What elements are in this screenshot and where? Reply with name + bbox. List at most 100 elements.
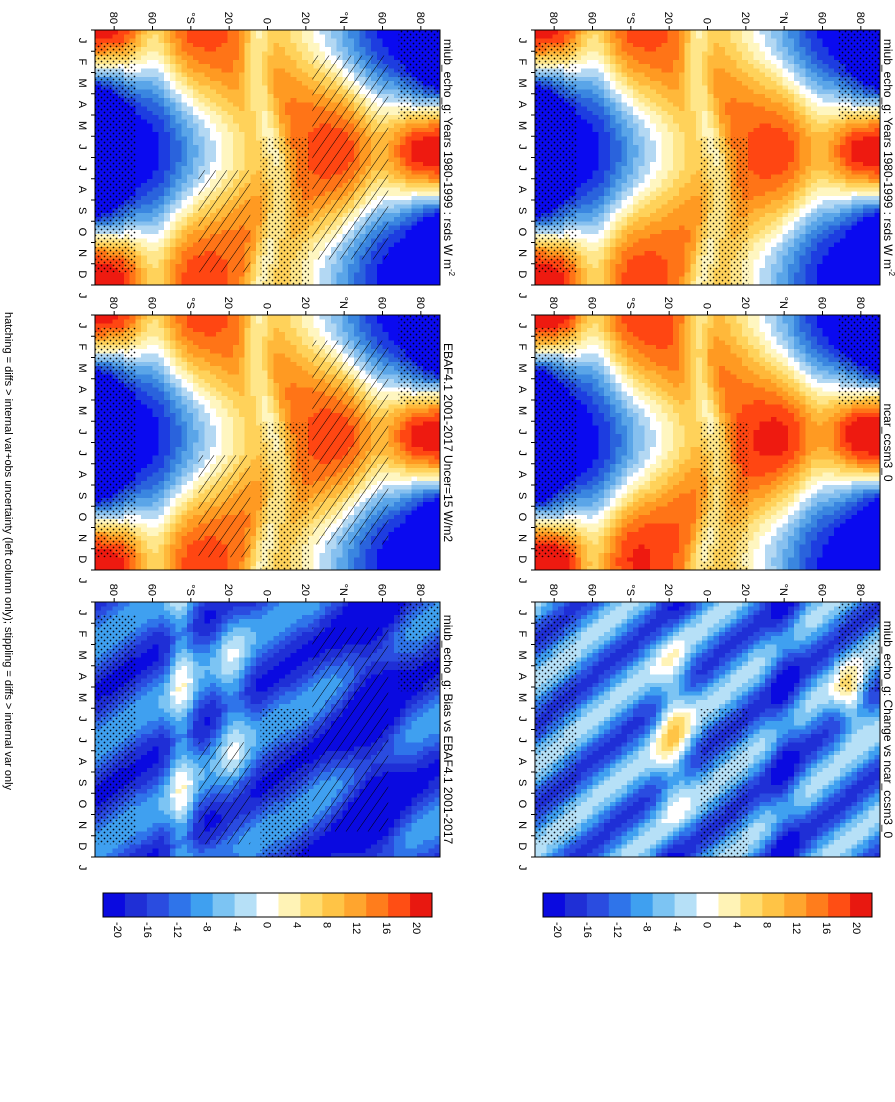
heatmap-cell xyxy=(215,111,221,116)
heatmap-cell xyxy=(422,136,428,141)
heatmap-cell xyxy=(261,34,267,39)
heatmap-cell xyxy=(215,102,221,107)
heatmap-cell xyxy=(417,149,423,154)
heatmap-cell xyxy=(181,102,187,107)
heatmap-cell xyxy=(325,47,331,52)
heatmap-cell xyxy=(118,39,124,44)
heatmap-cell xyxy=(244,119,250,124)
heatmap-cell xyxy=(307,30,313,35)
heatmap-cell xyxy=(175,162,181,167)
heatmap-cell xyxy=(169,111,175,116)
heatmap-cell xyxy=(376,30,382,35)
heatmap-cell xyxy=(244,98,250,103)
heatmap-cell xyxy=(261,90,267,95)
heatmap-cell xyxy=(146,141,152,146)
heatmap-cell xyxy=(411,149,417,154)
heatmap-cell xyxy=(244,60,250,65)
heatmap-cell xyxy=(394,166,400,171)
heatmap-cell xyxy=(371,30,377,35)
heatmap-cell xyxy=(146,77,152,82)
heatmap-cell xyxy=(215,119,221,124)
heatmap-cell xyxy=(146,81,152,86)
heatmap-cell xyxy=(290,90,296,95)
heatmap-cell xyxy=(353,47,359,52)
heatmap-cell xyxy=(405,153,411,158)
heatmap-cell xyxy=(181,39,187,44)
heatmap-cell xyxy=(198,51,204,56)
heatmap-cell xyxy=(233,64,239,69)
heatmap-cell xyxy=(256,115,262,120)
heatmap-cell xyxy=(434,119,440,124)
heatmap-cell xyxy=(169,179,175,184)
heatmap-cell xyxy=(250,107,256,112)
heatmap-cell xyxy=(141,85,147,90)
heatmap-cell xyxy=(244,81,250,86)
heatmap-cell xyxy=(158,98,164,103)
heatmap-cell xyxy=(422,162,428,167)
heatmap-cell xyxy=(405,175,411,180)
heatmap-cell xyxy=(198,30,204,35)
heatmap-cell xyxy=(198,94,204,99)
heatmap-cell xyxy=(152,107,158,112)
heatmap-cell xyxy=(388,175,394,180)
heatmap-cell xyxy=(273,81,279,86)
heatmap-cell xyxy=(284,64,290,69)
heatmap-cell xyxy=(302,124,308,129)
heatmap-cell xyxy=(215,124,221,129)
heatmap-cell xyxy=(204,102,210,107)
heatmap-cell xyxy=(227,111,233,116)
heatmap-cell xyxy=(302,73,308,78)
heatmap-cell xyxy=(141,175,147,180)
heatmap-cell xyxy=(244,124,250,129)
heatmap-cell xyxy=(187,124,193,129)
heatmap-cell xyxy=(267,43,273,48)
heatmap-cell xyxy=(388,77,394,82)
heatmap-cell xyxy=(169,162,175,167)
heatmap-cell xyxy=(279,73,285,78)
heatmap-cell xyxy=(422,145,428,150)
heatmap-cell xyxy=(296,124,302,129)
rotated-figure: miub_echo_g: Years 1980-1999 : rsds W m-… xyxy=(2,12,895,938)
heatmap-cell xyxy=(198,119,204,124)
heatmap-cell xyxy=(198,102,204,107)
heatmap-cell xyxy=(284,47,290,52)
heatmap-cell xyxy=(399,119,405,124)
heatmap-cell xyxy=(365,47,371,52)
heatmap-cell xyxy=(221,68,227,73)
heatmap-cell xyxy=(267,60,273,65)
heatmap-cell xyxy=(221,85,227,90)
heatmap-cell xyxy=(152,179,158,184)
heatmap-cell xyxy=(146,175,152,180)
heatmap-cell xyxy=(198,68,204,73)
heatmap-cell xyxy=(204,107,210,112)
heatmap-cell xyxy=(215,47,221,52)
heatmap-cell xyxy=(227,77,233,82)
heatmap-cell xyxy=(158,153,164,158)
heatmap-cell xyxy=(296,30,302,35)
heatmap-cell xyxy=(428,119,434,124)
heatmap-cell xyxy=(267,90,273,95)
heatmap-cell xyxy=(221,162,227,167)
heatmap-cell xyxy=(204,43,210,48)
heatmap-cell xyxy=(273,64,279,69)
heatmap-cell xyxy=(353,43,359,48)
heatmap-cell xyxy=(399,175,405,180)
heatmap-cell xyxy=(221,30,227,35)
heatmap-cell xyxy=(267,128,273,133)
heatmap-cell xyxy=(187,30,193,35)
heatmap-cell xyxy=(238,119,244,124)
heatmap-cell xyxy=(187,166,193,171)
heatmap-cell xyxy=(215,158,221,163)
heatmap-cell xyxy=(146,124,152,129)
heatmap-cell xyxy=(348,43,354,48)
heatmap-cell xyxy=(146,34,152,39)
heatmap-cell xyxy=(256,68,262,73)
heatmap-cell xyxy=(353,34,359,39)
heatmap-cell xyxy=(388,47,394,52)
heatmap-cell xyxy=(175,77,181,82)
heatmap-cell xyxy=(233,158,239,163)
heatmap-cell xyxy=(302,98,308,103)
heatmap-cell xyxy=(204,30,210,35)
heatmap-cell xyxy=(348,39,354,44)
heatmap-cell xyxy=(238,98,244,103)
